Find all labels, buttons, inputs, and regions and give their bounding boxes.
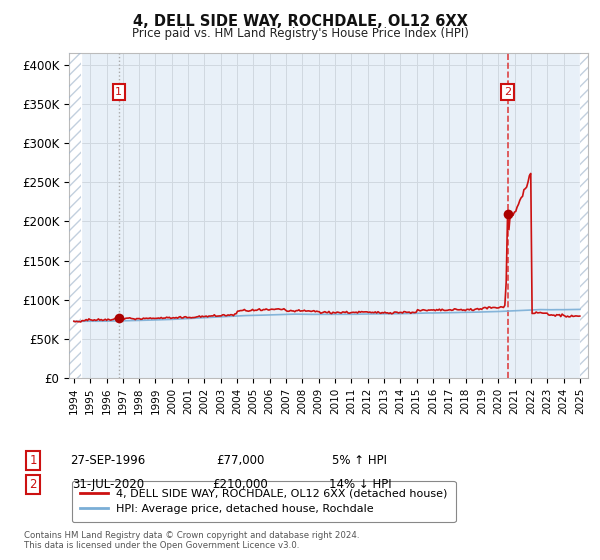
Text: 4, DELL SIDE WAY, ROCHDALE, OL12 6XX: 4, DELL SIDE WAY, ROCHDALE, OL12 6XX: [133, 14, 467, 29]
Text: Contains HM Land Registry data © Crown copyright and database right 2024.
This d: Contains HM Land Registry data © Crown c…: [24, 530, 359, 550]
Text: 5% ↑ HPI: 5% ↑ HPI: [332, 454, 388, 467]
Legend: 4, DELL SIDE WAY, ROCHDALE, OL12 6XX (detached house), HPI: Average price, detac: 4, DELL SIDE WAY, ROCHDALE, OL12 6XX (de…: [72, 481, 455, 522]
Bar: [69, 53, 81, 378]
Bar: [580, 53, 588, 378]
Text: 1: 1: [29, 454, 37, 467]
Text: 2: 2: [504, 87, 511, 97]
Text: £77,000: £77,000: [216, 454, 264, 467]
Text: £210,000: £210,000: [212, 478, 268, 491]
Bar: [69, 53, 81, 378]
Text: 27-SEP-1996: 27-SEP-1996: [70, 454, 146, 467]
Text: 1: 1: [115, 87, 122, 97]
Text: 31-JUL-2020: 31-JUL-2020: [72, 478, 144, 491]
Text: 2: 2: [29, 478, 37, 491]
Text: Price paid vs. HM Land Registry's House Price Index (HPI): Price paid vs. HM Land Registry's House …: [131, 27, 469, 40]
Bar: [580, 53, 588, 378]
Text: 14% ↓ HPI: 14% ↓ HPI: [329, 478, 391, 491]
